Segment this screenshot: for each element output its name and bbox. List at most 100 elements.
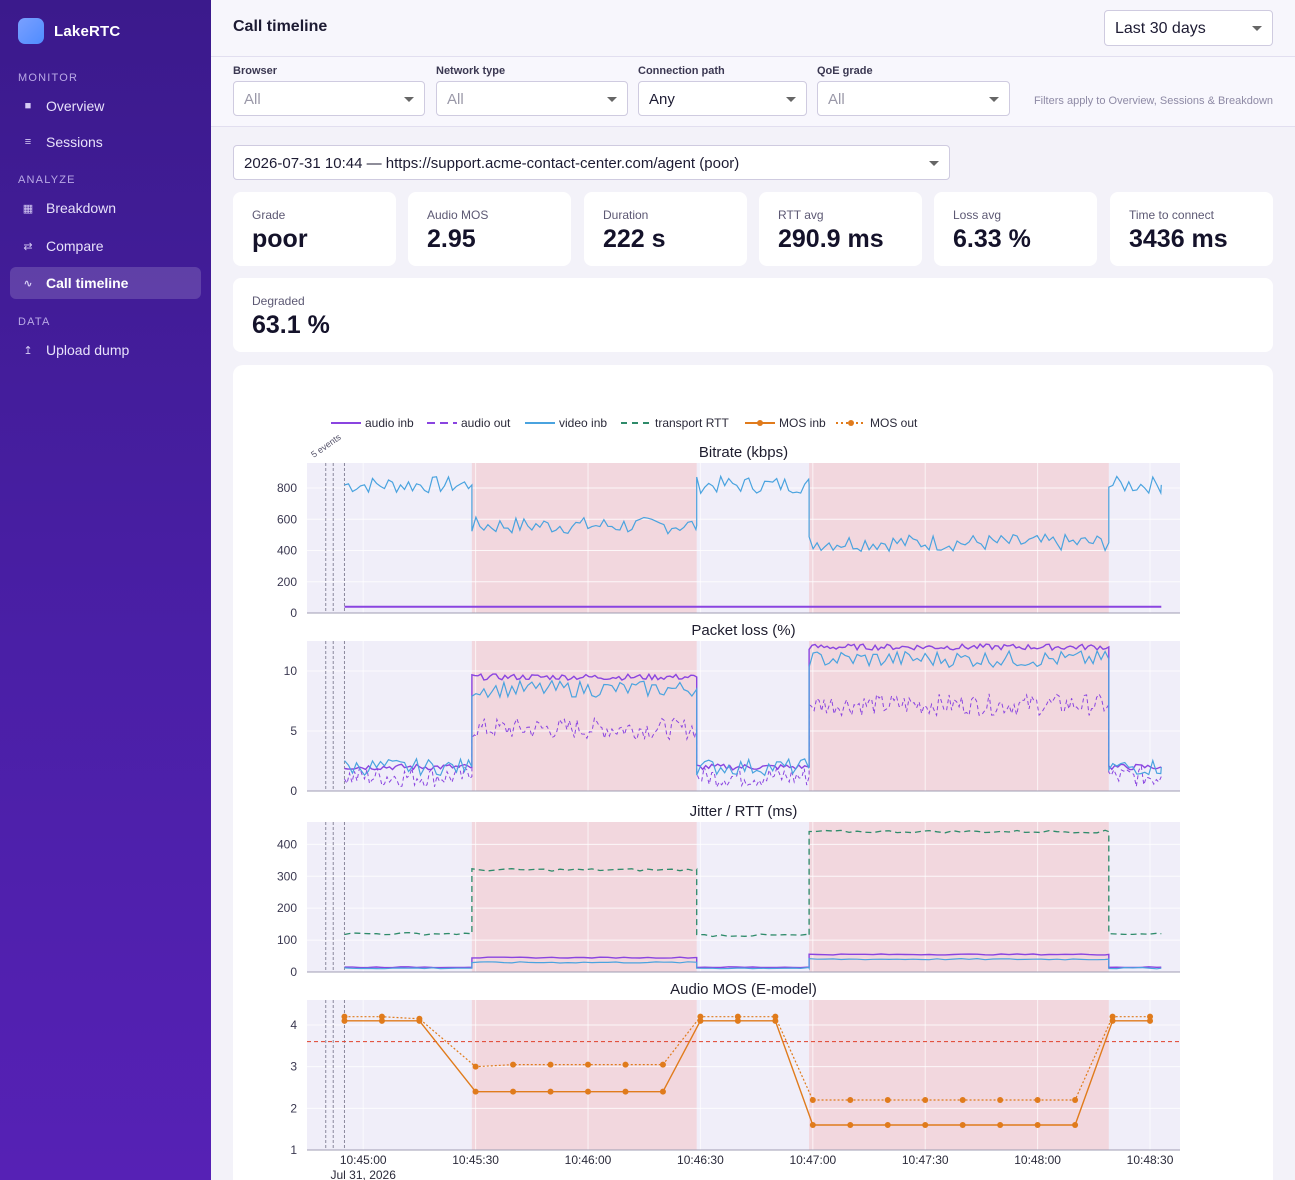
- chevron-down-icon: [929, 161, 939, 166]
- browser-select-value: All: [244, 91, 261, 108]
- mos-inb-point: [547, 1088, 554, 1095]
- mos-inb-point: [341, 1017, 348, 1024]
- timeline-chart[interactable]: audio inb audio out video inb transport RTT…: [233, 365, 1273, 1180]
- filter-label: Browser: [233, 65, 278, 77]
- mos-inb-point: [1072, 1122, 1079, 1128]
- x-tick-label: 10:48:30: [1127, 1153, 1174, 1167]
- mos-out-point: [1034, 1097, 1041, 1103]
- chevron-down-icon: [1252, 26, 1262, 31]
- legend-marker: [757, 420, 763, 426]
- degraded-band: [809, 641, 1109, 791]
- kpi-card-rtt-avg: RTT avg 290.9 ms: [759, 192, 922, 266]
- sidebar-item-call-timeline[interactable]: ∿ Call timeline: [10, 267, 201, 299]
- mos-inb-point: [734, 1017, 741, 1024]
- panel-title: Packet loss (%): [691, 622, 795, 639]
- y-tick-label: 600: [277, 512, 297, 526]
- mos-inb-point: [416, 1017, 423, 1024]
- x-tick-label: 10:45:00: [340, 1153, 387, 1167]
- legend-item-video-inb[interactable]: video inb: [525, 416, 607, 430]
- qoe-filter: QoE grade All: [817, 65, 1010, 116]
- date-range-select[interactable]: Last 30 days: [1104, 10, 1273, 46]
- legend-item-transport-rtt[interactable]: transport RTT: [621, 416, 729, 430]
- connection-path-select[interactable]: Any: [638, 81, 807, 116]
- y-tick-label: 3: [290, 1060, 297, 1074]
- legend-item-mos-inb[interactable]: MOS inb: [745, 416, 826, 430]
- mos-inb-point: [659, 1088, 666, 1095]
- legend-item-audio-inb[interactable]: audio inb: [331, 416, 414, 430]
- sidebar-item-breakdown[interactable]: ▦ Breakdown: [10, 192, 201, 224]
- transport-rtt-line: [344, 829, 1162, 938]
- mos-inb-point: [772, 1017, 779, 1024]
- y-tick-label: 300: [277, 869, 297, 883]
- mos-inb-point: [1034, 1122, 1041, 1128]
- y-tick-label: 2: [290, 1101, 297, 1115]
- filter-bar: Browser All Network type All Connection …: [211, 57, 1295, 127]
- chevron-down-icon: [786, 97, 796, 102]
- network-select[interactable]: All: [436, 81, 628, 116]
- y-tick-label: 400: [277, 544, 297, 558]
- kpi-card-degraded: Degraded 63.1 %: [233, 278, 1273, 352]
- sidebar-item-sessions[interactable]: ≡ Sessions: [10, 126, 201, 158]
- filter-label: QoE grade: [817, 65, 873, 77]
- legend-item-mos-out[interactable]: MOS out: [836, 416, 918, 430]
- sidebar-item-compare[interactable]: ⇄ Compare: [10, 230, 201, 262]
- mos-out-point: [959, 1097, 966, 1103]
- brand-logo-icon: [18, 18, 44, 44]
- sidebar-item-label: Sessions: [46, 134, 103, 150]
- sidebar-item-label: Call timeline: [46, 275, 129, 291]
- sidebar-item-overview[interactable]: ■ Overview: [10, 90, 201, 122]
- mos-out-point: [697, 1013, 704, 1020]
- kpi-card-time-to-connect: Time to connect 3436 ms: [1110, 192, 1273, 266]
- chevron-down-icon: [404, 97, 414, 102]
- legend-label: MOS out: [870, 416, 918, 430]
- nav-section-monitor: MONITOR: [18, 72, 79, 84]
- browser-filter: Browser All: [233, 65, 425, 116]
- mos-out-point: [1072, 1097, 1079, 1103]
- mos-out-point: [547, 1061, 554, 1068]
- y-tick-label: 800: [277, 481, 297, 495]
- x-tick-label: 10:48:00: [1014, 1153, 1061, 1167]
- sidebar-item-label: Overview: [46, 98, 105, 114]
- session-select[interactable]: 2026-07-31 10:44 — https://support.acme-…: [233, 145, 950, 180]
- kpi-label: Grade: [252, 208, 286, 222]
- legend-item-audio-out[interactable]: audio out: [427, 416, 511, 430]
- mos-out-point: [472, 1063, 479, 1070]
- legend-marker: [848, 420, 854, 426]
- connection-path-filter: Connection path Any: [638, 65, 807, 116]
- kpi-label: Duration: [603, 208, 649, 222]
- mos-inb-line: [344, 1020, 1150, 1126]
- chevron-down-icon: [989, 97, 999, 102]
- mos-out-point: [341, 1013, 348, 1020]
- sidebar: LakeRTC MONITOR ■ Overview ≡ Sessions AN…: [0, 0, 211, 1180]
- list-icon: ≡: [24, 136, 32, 148]
- x-tick-label: 10:47:00: [789, 1153, 836, 1167]
- nav-section-analyze: ANALYZE: [18, 174, 76, 186]
- browser-select[interactable]: All: [233, 81, 425, 116]
- brand[interactable]: LakeRTC: [18, 18, 120, 44]
- panel-title: Bitrate (kbps): [699, 444, 788, 461]
- kpi-value: 3436 ms: [1129, 225, 1228, 253]
- y-tick-label: 0: [290, 784, 297, 798]
- mos-out-point: [1147, 1013, 1154, 1020]
- kpi-label: RTT avg: [778, 208, 824, 222]
- degraded-band: [471, 1000, 697, 1150]
- mos-inb-point: [510, 1088, 517, 1095]
- kpi-card-duration: Duration 222 s: [584, 192, 747, 266]
- mos-out-point: [378, 1013, 385, 1020]
- y-tick-label: 10: [284, 664, 298, 678]
- mos-inb-point: [472, 1088, 479, 1095]
- mos-inb-point: [622, 1088, 629, 1095]
- kpi-label: Time to connect: [1129, 208, 1214, 222]
- video-inb-line: [344, 957, 1162, 971]
- upload-icon: ↥: [23, 344, 33, 357]
- sidebar-item-upload-dump[interactable]: ↥ Upload dump: [10, 334, 201, 366]
- kpi-value: 222 s: [603, 225, 666, 253]
- mos-inb-point: [959, 1122, 966, 1128]
- network-select-value: All: [447, 91, 464, 108]
- x-tick-label: 10:46:00: [565, 1153, 612, 1167]
- qoe-select[interactable]: All: [817, 81, 1010, 116]
- legend-label: transport RTT: [655, 416, 729, 430]
- kpi-card-grade: Grade poor: [233, 192, 396, 266]
- panel-title: Jitter / RTT (ms): [690, 803, 798, 820]
- y-tick-label: 4: [290, 1018, 297, 1032]
